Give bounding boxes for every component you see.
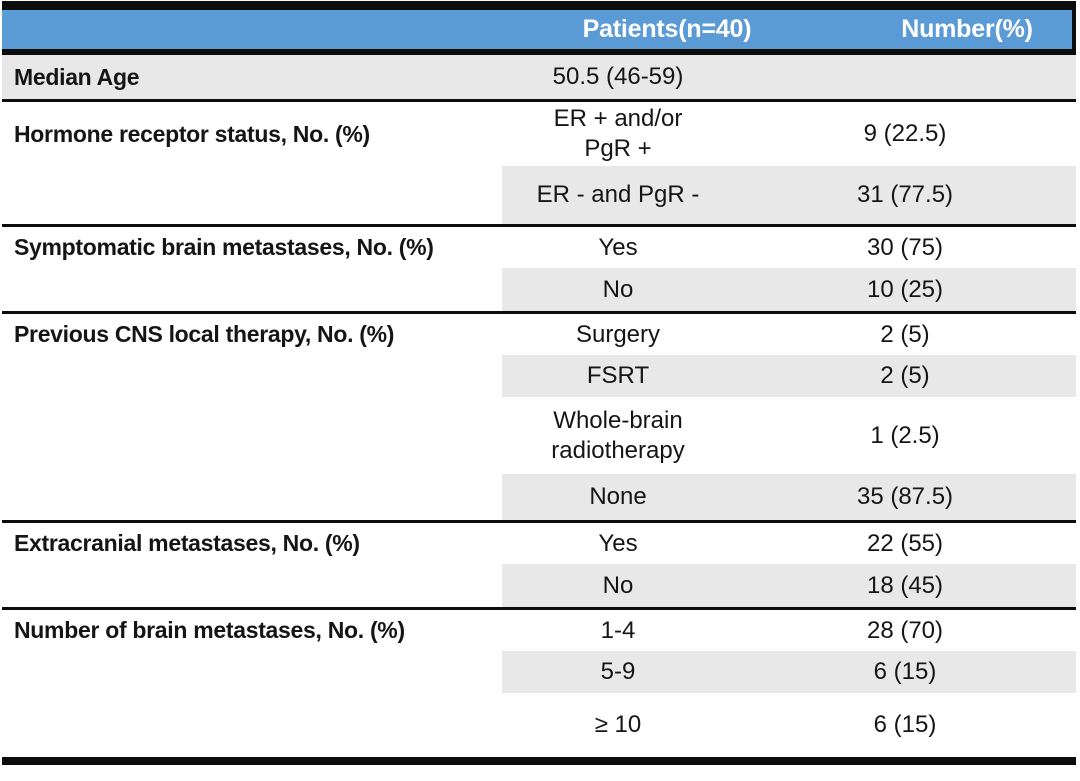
value-cell: 31 (77.5) <box>734 166 1076 224</box>
number-column-header: Number(%) <box>901 15 1033 43</box>
table-top-border <box>2 1 1076 10</box>
table-row: Previous CNS local therapy, No. (%) Surg… <box>2 314 1076 355</box>
category-cell: Surgery <box>575 320 661 348</box>
section-divider <box>2 520 1076 523</box>
header-divider <box>2 49 1076 55</box>
table-row: ER - and PgR - 31 (77.5) <box>2 166 1076 224</box>
category-cell: 1-4 <box>600 616 636 644</box>
category-cell: 5-9 <box>502 651 734 693</box>
row-label-empty <box>2 564 502 607</box>
value-cell: 2 (5) <box>880 320 930 348</box>
table-row: Symptomatic brain metastases, No. (%) Ye… <box>2 227 1076 268</box>
section-hormone-receptor-status: Hormone receptor status, No. (%) ER + an… <box>2 102 1076 224</box>
row-label-empty <box>2 397 502 474</box>
section-number-of-brain-metastases: Number of brain metastases, No. (%) 1-4 … <box>2 610 1076 757</box>
row-label-empty <box>2 166 502 224</box>
section-divider <box>2 311 1076 314</box>
category-cell: ER + and/or PgR + <box>553 105 683 162</box>
section-divider <box>2 99 1076 102</box>
category-cell: FSRT <box>502 355 734 397</box>
row-label: Symptomatic brain metastases, No. (%) <box>14 234 434 260</box>
row-label: Number of brain metastases, No. (%) <box>14 617 405 643</box>
category-cell: ER - and PgR - <box>502 166 734 224</box>
table-header-row: Patients(n=40) Number(%) <box>2 10 1076 49</box>
table-row: Number of brain metastases, No. (%) 1-4 … <box>2 610 1076 651</box>
category-cell: Yes <box>598 529 638 557</box>
table-bottom-border <box>2 757 1076 765</box>
row-label: Extracranial metastases, No. (%) <box>14 530 360 556</box>
table-row: FSRT 2 (5) <box>2 355 1076 397</box>
row-label: Previous CNS local therapy, No. (%) <box>14 321 395 347</box>
category-cell: No <box>502 564 734 607</box>
value-cell: 2 (5) <box>734 355 1076 397</box>
row-label-empty <box>2 693 502 757</box>
category-cell: ≥ 10 <box>594 711 642 738</box>
value-cell: 10 (25) <box>734 268 1076 311</box>
value-cell: 28 (70) <box>866 616 944 644</box>
category-cell: None <box>502 474 734 520</box>
category-cell: Whole-brain radiotherapy <box>551 406 685 464</box>
row-label-empty <box>2 268 502 311</box>
section-symptomatic-brain-metastases: Symptomatic brain metastases, No. (%) Ye… <box>2 227 1076 311</box>
table-row: None 35 (87.5) <box>2 474 1076 520</box>
value-cell: 18 (45) <box>734 564 1076 607</box>
row-label-empty <box>2 474 502 520</box>
value-cell: 35 (87.5) <box>734 474 1076 520</box>
table-row: No 18 (45) <box>2 564 1076 607</box>
section-divider <box>2 224 1076 227</box>
value-cell <box>734 55 1076 99</box>
section-median-age: Median Age 50.5 (46-59) <box>2 55 1076 99</box>
table-row: 5-9 6 (15) <box>2 651 1076 693</box>
table-row: Whole-brain radiotherapy 1 (2.5) <box>2 397 1076 474</box>
row-label: Hormone receptor status, No. (%) <box>14 120 370 147</box>
section-extracranial-metastases: Extracranial metastases, No. (%) Yes 22 … <box>2 523 1076 607</box>
value-cell: 9 (22.5) <box>863 120 947 147</box>
value-cell: 1 (2.5) <box>870 421 940 449</box>
value-cell: 22 (55) <box>866 529 944 557</box>
category-cell: No <box>502 268 734 311</box>
category-cell: Yes <box>598 233 638 261</box>
category-cell: 50.5 (46-59) <box>552 63 684 90</box>
value-cell: 30 (75) <box>866 233 944 261</box>
value-cell: 6 (15) <box>734 651 1076 693</box>
table-row: Hormone receptor status, No. (%) ER + an… <box>2 102 1076 166</box>
row-label-empty <box>2 651 502 693</box>
value-cell: 6 (15) <box>873 711 937 738</box>
section-previous-cns-local-therapy: Previous CNS local therapy, No. (%) Surg… <box>2 314 1076 520</box>
table-row: No 10 (25) <box>2 268 1076 311</box>
table-row: Median Age 50.5 (46-59) <box>2 55 1076 99</box>
section-divider <box>2 607 1076 610</box>
table-row: ≥ 10 6 (15) <box>2 693 1076 757</box>
row-label-empty <box>2 355 502 397</box>
patients-column-header: Patients(n=40) <box>582 15 752 43</box>
row-label: Median Age <box>14 63 140 90</box>
patient-characteristics-table: Patients(n=40) Number(%) Median Age 50.5… <box>2 1 1076 765</box>
table-row: Extracranial metastases, No. (%) Yes 22 … <box>2 523 1076 564</box>
